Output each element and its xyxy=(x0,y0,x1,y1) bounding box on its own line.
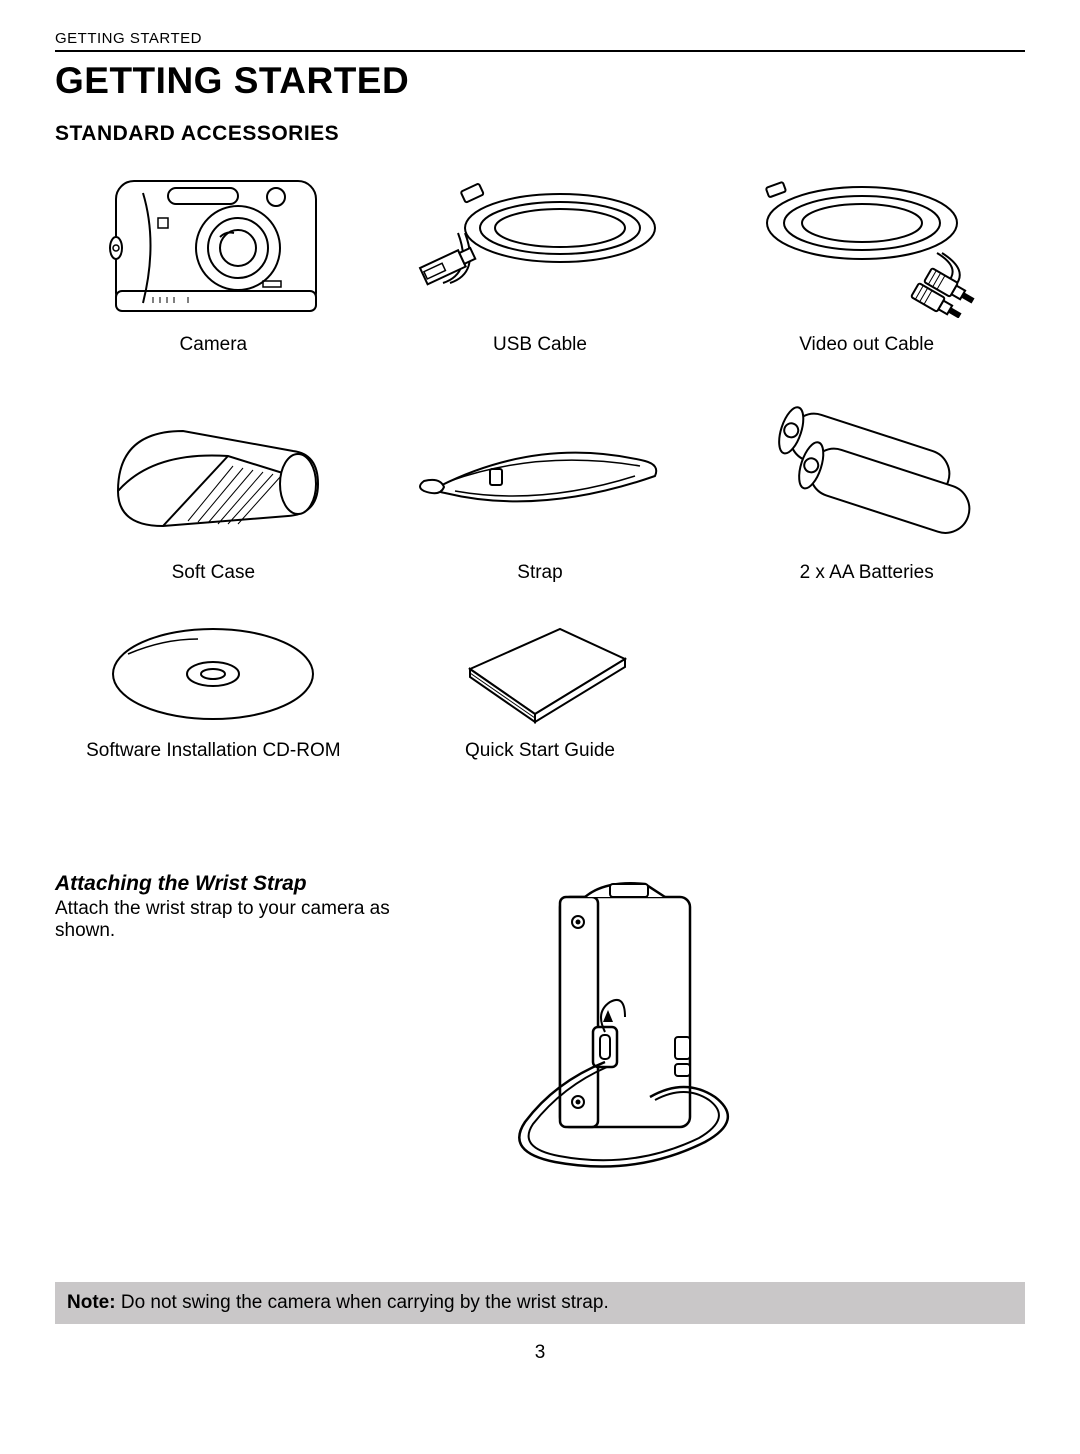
accessory-label: 2 x AA Batteries xyxy=(800,562,934,584)
page-title: GETTING STARTED xyxy=(55,60,1025,102)
accessory-camera: Camera xyxy=(55,158,372,356)
accessory-label: Camera xyxy=(180,334,248,356)
soft-case-illustration xyxy=(55,386,372,556)
strap-illustration xyxy=(382,386,699,556)
accessory-quick-start: Quick Start Guide xyxy=(382,614,699,762)
attach-illustration xyxy=(475,872,1025,1182)
attach-title: Attaching the Wrist Strap xyxy=(55,872,455,896)
accessory-cdrom: Software Installation CD-ROM xyxy=(55,614,372,762)
accessory-label: Soft Case xyxy=(172,562,255,584)
note-box: Note: Do not swing the camera when carry… xyxy=(55,1282,1025,1324)
attach-strap-section: Attaching the Wrist Strap Attach the wri… xyxy=(55,872,1025,1182)
batteries-illustration xyxy=(708,386,1025,556)
accessory-label: Software Installation CD-ROM xyxy=(86,740,340,762)
cdrom-illustration xyxy=(55,614,372,734)
accessory-label: Quick Start Guide xyxy=(465,740,615,762)
video-cable-illustration xyxy=(708,158,1025,328)
accessory-label: Strap xyxy=(517,562,562,584)
page-number: 3 xyxy=(55,1342,1025,1364)
accessories-grid: Camera USB xyxy=(55,158,1025,762)
accessory-soft-case: Soft Case xyxy=(55,386,372,584)
section-accessories-title: STANDARD ACCESSORIES xyxy=(55,122,1025,146)
note-text: Do not swing the camera when carrying by… xyxy=(116,1292,609,1313)
accessory-strap: Strap xyxy=(382,386,699,584)
running-header: GETTING STARTED xyxy=(55,30,1025,52)
accessory-video-cable: Video out Cable xyxy=(708,158,1025,356)
usb-cable-illustration xyxy=(382,158,699,328)
accessory-label: Video out Cable xyxy=(799,334,934,356)
note-label: Note: xyxy=(67,1292,116,1313)
accessory-usb-cable: USB Cable xyxy=(382,158,699,356)
attach-body: Attach the wrist strap to your camera as… xyxy=(55,898,455,942)
quick-start-illustration xyxy=(382,614,699,734)
accessory-label: USB Cable xyxy=(493,334,587,356)
accessory-batteries: 2 x AA Batteries xyxy=(708,386,1025,584)
camera-illustration xyxy=(55,158,372,328)
